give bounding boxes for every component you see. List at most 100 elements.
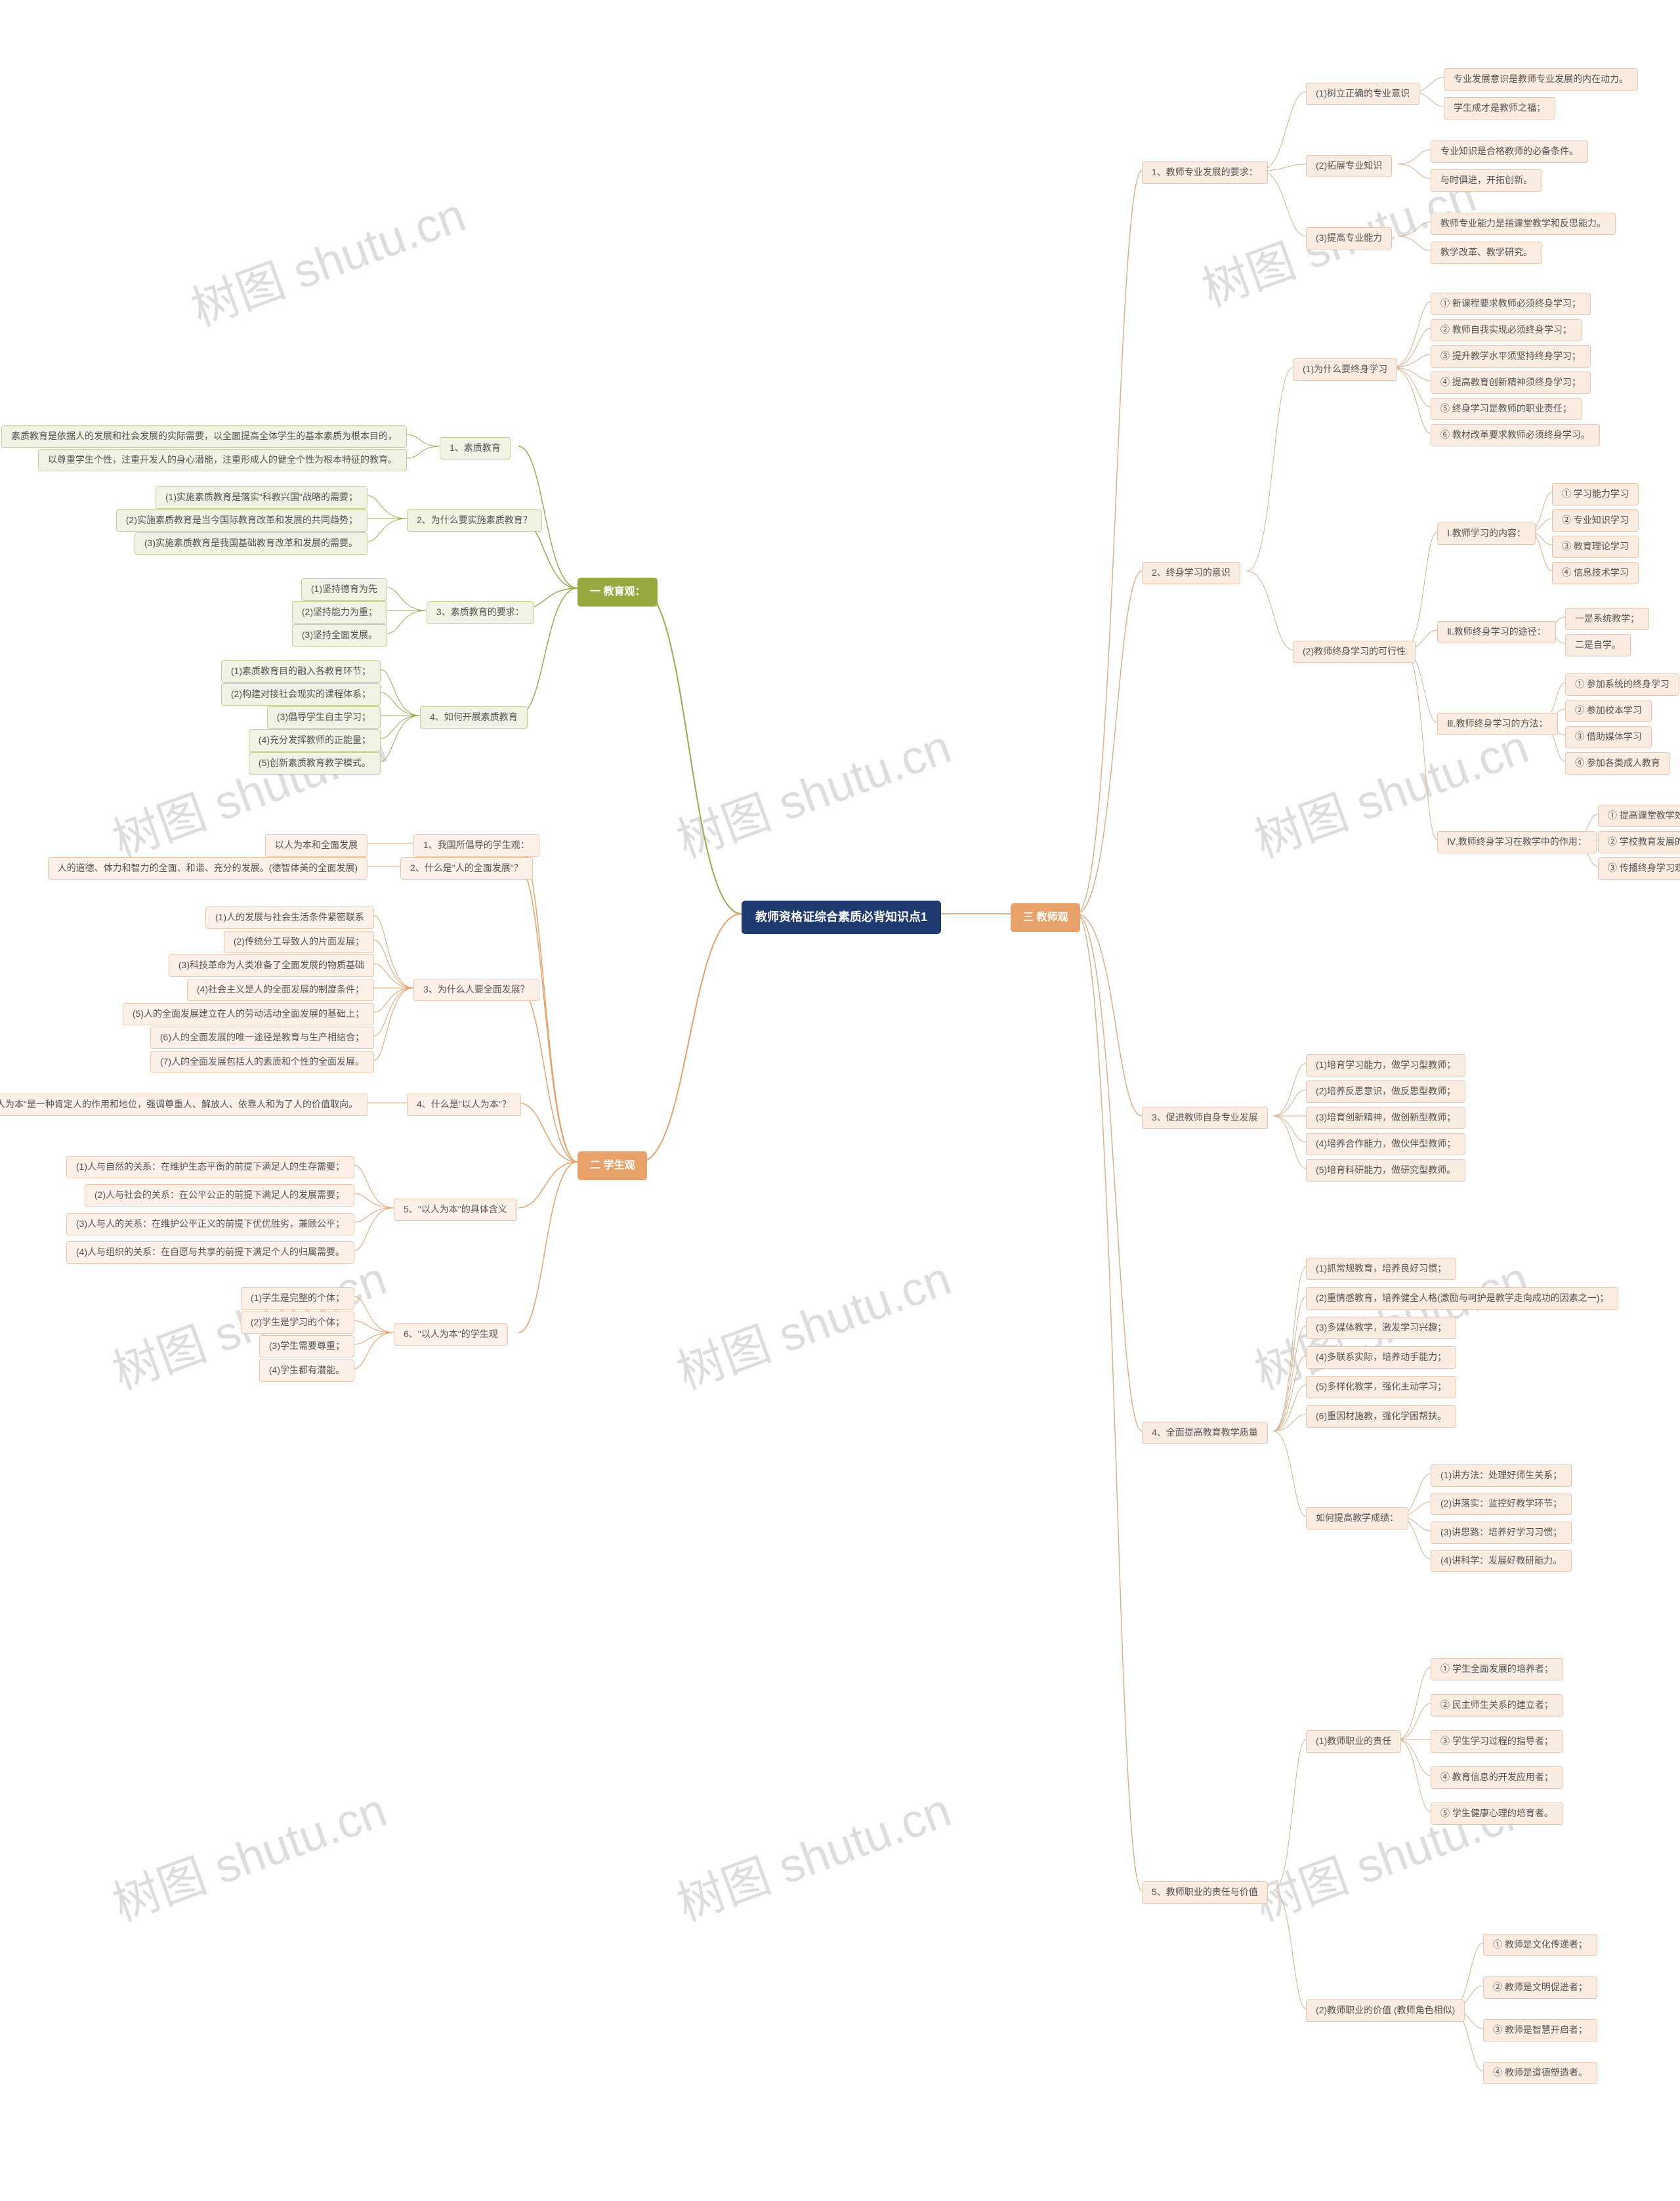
node-stu-n4[interactable]: 4、什么是"以人为本"？ xyxy=(407,1094,521,1116)
node-tch-n2-2iiid: ④ 参加各类成人教育 xyxy=(1565,752,1670,775)
node-tch-n5-1c: ③ 学生学习过程的指导者； xyxy=(1431,1730,1563,1753)
node-tch-n2-2ib: ② 专业知识学习 xyxy=(1552,509,1639,532)
node-tch-n4gb: (2)讲落实：监控好教学环节； xyxy=(1431,1493,1572,1515)
node-tch-n2-2ivc: ③ 传播终身学习观念 xyxy=(1598,857,1680,880)
node-tch-n5-1b: ② 民主师生关系的建立者； xyxy=(1431,1694,1563,1717)
node-edu-n2b: (2)实施素质教育是当今国际教育改革和发展的共同趋势； xyxy=(116,509,368,532)
node-edu-n4e: (5)创新素质教育教学模式。 xyxy=(249,752,381,775)
node-tch-n3c: (3)培育创新精神，做创新型教师； xyxy=(1306,1107,1465,1129)
branch-student-view[interactable]: 二 学生观 xyxy=(578,1151,647,1180)
node-tch-n2-2[interactable]: (2)教师终身学习的可行性 xyxy=(1293,641,1416,663)
node-edu-n4[interactable]: 4、如何开展素质教育 xyxy=(420,706,528,729)
node-tch-n4e: (5)多样化教学，强化主动学习； xyxy=(1306,1376,1456,1398)
node-stu-n6c: (3)学生需要尊重； xyxy=(259,1335,354,1357)
node-stu-n2[interactable]: 2、什么是"人的全面发展"？ xyxy=(400,857,533,880)
node-tch-n2-2iiic: ③ 借助媒体学习 xyxy=(1565,726,1652,748)
node-edu-n4c: (3)倡导学生自主学习； xyxy=(267,706,381,729)
node-stu-n1a: 以人为本和全面发展 xyxy=(265,834,368,857)
node-tch-n4c: (3)多媒体教学，激发学习兴趣； xyxy=(1306,1317,1456,1339)
node-tch-n2-2iib: 二是自学。 xyxy=(1565,634,1631,656)
node-stu-n6b: (2)学生是学习的个体； xyxy=(241,1312,354,1334)
node-stu-n5c: (3)人与人的关系：在维护公平正义的前提下优优胜劣，兼顾公平； xyxy=(66,1213,354,1235)
watermark: 树图 shutu.cn xyxy=(666,708,959,871)
node-edu-n2a: (1)实施素质教育是落实"科教兴国"战略的需要； xyxy=(156,486,368,509)
node-stu-n3b: (2)传统分工导致人的片面发展； xyxy=(224,931,374,953)
node-tch-n2-2ic: ③ 教育理论学习 xyxy=(1552,536,1639,558)
node-stu-n1[interactable]: 1、我国所倡导的学生观： xyxy=(413,834,539,857)
node-tch-n5-2a: ① 教师是文化传递者； xyxy=(1483,1934,1597,1956)
node-tch-n2-2iii[interactable]: Ⅲ.教师终身学习的方法： xyxy=(1437,713,1558,735)
node-stu-n6[interactable]: 6、"以人为本"的学生观 xyxy=(394,1323,508,1346)
watermark: 树图 shutu.cn xyxy=(666,1240,959,1403)
mindmap-canvas: 树图 shutu.cn 树图 shutu.cn 树图 shutu.cn 树图 s… xyxy=(0,0,1680,2201)
node-tch-n2-2ii[interactable]: Ⅱ.教师终身学习的途径： xyxy=(1437,621,1556,643)
node-stu-n3a: (1)人的发展与社会生活条件紧密联系 xyxy=(205,907,374,929)
node-edu-n3b: (2)坚持能力为重； xyxy=(292,601,387,624)
node-edu-n3[interactable]: 3、素质教育的要求： xyxy=(427,601,534,624)
node-edu-n4d: (4)充分发挥教师的正能量； xyxy=(249,729,381,752)
node-tch-n5-1d: ④ 教育信息的开发应用者； xyxy=(1431,1766,1563,1789)
node-tch-n2[interactable]: 2、终身学习的意识 xyxy=(1142,562,1240,584)
node-tch-n5-1e: ⑤ 学生健康心理的培育者。 xyxy=(1431,1803,1563,1825)
watermark: 树图 shutu.cn xyxy=(180,177,473,339)
node-tch-n4g[interactable]: 如何提高教学成绩： xyxy=(1306,1507,1408,1529)
watermark: 树图 shutu.cn xyxy=(102,1772,394,1934)
node-stu-n3c: (3)科技革命为人类准备了全面发展的物质基础 xyxy=(169,954,374,977)
node-edu-n4b: (2)构建对接社会现实的课程体系； xyxy=(221,683,381,706)
node-tch-n2-2i[interactable]: Ⅰ.教师学习的内容： xyxy=(1437,523,1536,545)
node-tch-n2-2ia: ① 学习能力学习 xyxy=(1552,483,1639,505)
node-edu-n4a: (1)素质教育目的融入各教育环节； xyxy=(221,660,381,683)
node-stu-n6a: (1)学生是完整的个体； xyxy=(241,1287,354,1310)
node-edu-n1b: 以尊重学生个性，注重开发人的身心潜能，注重形成人的健全个性为根本特征的教育。 xyxy=(38,449,407,471)
node-stu-n3g: (7)人的全面发展包括人的素质和个性的全面发展。 xyxy=(150,1051,374,1073)
node-stu-n5d: (4)人与组织的关系：在自愿与共享的前提下满足个人的归属需要。 xyxy=(66,1241,354,1264)
node-stu-n6d: (4)学生都有潜能。 xyxy=(259,1359,354,1382)
node-stu-n4a: "以人为本"是一种肯定人的作用和地位，强调尊重人、解放人、依靠人和为了人的价值取… xyxy=(0,1094,368,1116)
node-tch-n1-2a: 专业知识是合格教师的必备条件。 xyxy=(1431,140,1588,163)
node-stu-n5[interactable]: 5、"以人为本"的具体含义 xyxy=(394,1199,517,1221)
node-tch-n4gc: (3)讲思路：培养好学习习惯； xyxy=(1431,1522,1572,1544)
node-tch-n5-2d: ④ 教师是道德塑造者。 xyxy=(1483,2062,1597,2084)
node-tch-n2-2iv[interactable]: Ⅳ.教师终身学习在教学中的作用： xyxy=(1437,831,1597,853)
node-tch-n1-2b: 与时俱进，开拓创新。 xyxy=(1431,169,1542,192)
node-tch-n1-3[interactable]: (3)提高专业能力 xyxy=(1306,227,1392,249)
node-tch-n2-2ivb: ② 学校教育发展的需要 xyxy=(1598,831,1680,853)
node-tch-n2-2iva: ① 提高课堂教学效率 xyxy=(1598,805,1680,827)
branch-edu-view[interactable]: 一 教育观： xyxy=(578,578,658,607)
node-tch-n1-2[interactable]: (2)拓展专业知识 xyxy=(1306,155,1392,177)
node-tch-n5-2[interactable]: (2)教师职业的价值 (教师角色相似) xyxy=(1306,1999,1465,2022)
node-stu-n5a: (1)人与自然的关系：在维护生态平衡的前提下满足人的生存需要； xyxy=(66,1156,354,1178)
node-tch-n2-1b: ② 教师自我实现必须终身学习； xyxy=(1431,319,1582,341)
node-tch-n1-1[interactable]: (1)树立正确的专业意识 xyxy=(1306,83,1419,105)
node-tch-n4b: (2)重情感教育，培养健全人格(激励与呵护是教学走向成功的因素之一)； xyxy=(1306,1287,1618,1310)
node-tch-n5[interactable]: 5、教师职业的责任与价值 xyxy=(1142,1881,1268,1904)
node-tch-n2-2iia: 一是系统教学； xyxy=(1565,608,1649,630)
node-edu-n2[interactable]: 2、为什么要实施素质教育？ xyxy=(407,509,542,532)
node-tch-n2-1e: ⑤ 终身学习是教师的职业责任； xyxy=(1431,398,1582,420)
node-tch-n1[interactable]: 1、教师专业发展的要求： xyxy=(1142,161,1268,184)
node-tch-n5-2c: ③ 教师是智慧开启者； xyxy=(1483,2019,1597,2041)
node-stu-n3[interactable]: 3、为什么人要全面发展？ xyxy=(413,979,539,1001)
node-tch-n5-1[interactable]: (1)教师职业的责任 xyxy=(1306,1730,1401,1753)
node-stu-n5b: (2)人与社会的关系：在公平公正的前提下满足人的发展需要； xyxy=(85,1184,354,1207)
node-tch-n2-2iiib: ② 参加校本学习 xyxy=(1565,700,1652,722)
node-tch-n3a: (1)培育学习能力，做学习型教师； xyxy=(1306,1054,1465,1077)
node-tch-n4ga: (1)讲方法：处理好师生关系； xyxy=(1431,1464,1572,1487)
node-tch-n2-1c: ③ 提升教学水平须坚持终身学习； xyxy=(1431,345,1591,368)
node-tch-n5-2b: ② 教师是文明促进者； xyxy=(1483,1977,1597,1999)
node-tch-n1-3a: 教师专业能力是指课堂教学和反思能力。 xyxy=(1431,213,1616,235)
node-tch-n4[interactable]: 4、全面提高教育教学质量 xyxy=(1142,1422,1268,1444)
node-tch-n2-1[interactable]: (1)为什么要终身学习 xyxy=(1293,358,1397,381)
node-tch-n2-1d: ④ 提高教育创新精神须终身学习； xyxy=(1431,372,1591,394)
root-node[interactable]: 教师资格证综合素质必背知识点1 xyxy=(742,901,941,934)
node-tch-n3[interactable]: 3、促进教师自身专业发展 xyxy=(1142,1107,1268,1129)
node-tch-n1-1b: 学生成才是教师之福； xyxy=(1444,97,1555,119)
watermark: 树图 shutu.cn xyxy=(666,1772,959,1934)
node-tch-n4a: (1)抓常规教育，培养良好习惯； xyxy=(1306,1258,1456,1280)
node-edu-n1[interactable]: 1、素质教育 xyxy=(440,437,511,459)
node-tch-n1-1a: 专业发展意识是教师专业发展的内在动力。 xyxy=(1444,68,1638,91)
branch-teacher-view[interactable]: 三 教师观 xyxy=(1011,903,1080,932)
node-tch-n2-2id: ④ 信息技术学习 xyxy=(1552,562,1639,584)
node-tch-n3d: (4)培养合作能力，做伙伴型教师； xyxy=(1306,1133,1465,1155)
node-tch-n3b: (2)培养反思意识，做反思型教师； xyxy=(1306,1080,1465,1103)
